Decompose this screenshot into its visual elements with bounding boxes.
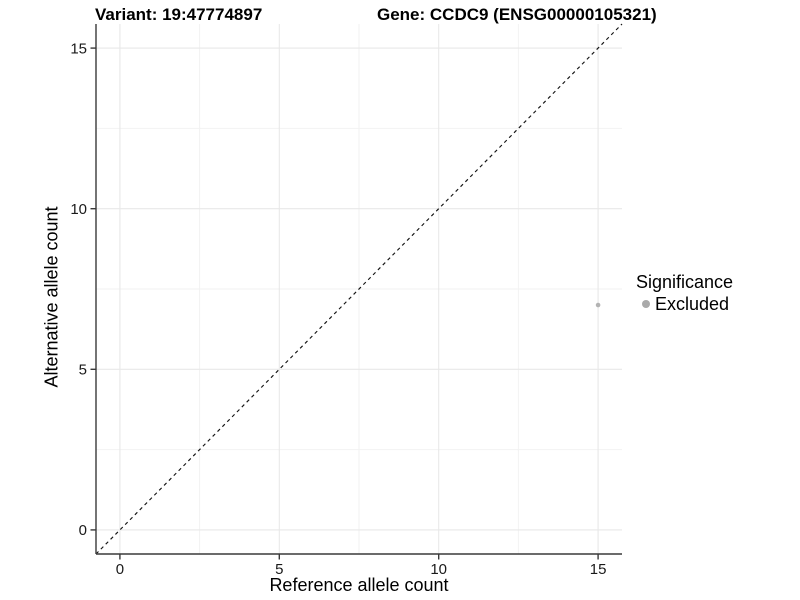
x-axis-title: Reference allele count [269,575,449,595]
legend: Significance Excluded [636,272,733,314]
legend-item-excluded: Excluded [636,294,733,314]
y-tick-label: 5 [79,362,87,379]
plot-title-gene: Gene: CCDC9 (ENSG00000105321) [377,5,657,24]
y-tick-label: 15 [70,40,87,57]
x-tick-label: 0 [116,561,124,578]
x-tick-label: 10 [430,561,447,578]
data-point [595,302,601,308]
identity-line [95,23,623,555]
plot-title-variant: Variant: 19:47774897 [95,5,263,24]
x-tick-label: 15 [590,561,607,578]
legend-point-swatch [642,300,650,308]
y-axis-title: Alternative allele count [41,206,62,388]
legend-item-label: Excluded [655,294,730,314]
legend-title: Significance [636,272,734,292]
y-tick-label: 10 [70,201,87,218]
y-tick-label: 0 [79,522,87,539]
x-tick-label: 5 [275,561,283,578]
